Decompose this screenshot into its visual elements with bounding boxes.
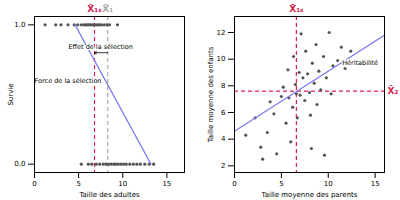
svg-text:2: 2 xyxy=(221,162,225,170)
svg-text:1.0: 1.0 xyxy=(14,21,25,29)
svg-text:8: 8 xyxy=(221,82,225,90)
svg-text:0: 0 xyxy=(232,180,236,188)
svg-text:Héritabilité: Héritabilité xyxy=(342,59,378,67)
svg-text:5: 5 xyxy=(76,180,80,188)
svg-text:10: 10 xyxy=(324,180,333,188)
svg-text:X̄₁ₛ: X̄₁ₛ xyxy=(87,4,102,15)
svg-text:4: 4 xyxy=(221,135,226,143)
svg-text:X̄₂: X̄₂ xyxy=(388,85,399,96)
svg-text:10: 10 xyxy=(118,180,127,188)
svg-text:15: 15 xyxy=(162,180,171,188)
svg-text:6: 6 xyxy=(221,109,226,117)
svg-text:0.0: 0.0 xyxy=(14,160,25,168)
svg-text:Taille des adultes: Taille des adultes xyxy=(78,191,140,199)
svg-text:12: 12 xyxy=(217,29,226,37)
svg-text:5: 5 xyxy=(279,180,283,188)
svg-text:Effet de la sélection: Effet de la sélection xyxy=(68,43,132,51)
svg-text:0: 0 xyxy=(32,180,36,188)
svg-text:Force de la sélection: Force de la sélection xyxy=(35,77,102,85)
svg-text:Survie: Survie xyxy=(7,83,15,105)
svg-text:X̄₁ₛ: X̄₁ₛ xyxy=(289,4,304,15)
svg-text:Taille moyenne des enfants: Taille moyenne des enfants xyxy=(207,46,215,143)
svg-text:15: 15 xyxy=(371,180,380,188)
svg-text:10: 10 xyxy=(217,55,226,63)
svg-text:Taille moyenne des parents: Taille moyenne des parents xyxy=(261,191,358,199)
svg-text:X̄₁: X̄₁ xyxy=(102,4,113,15)
